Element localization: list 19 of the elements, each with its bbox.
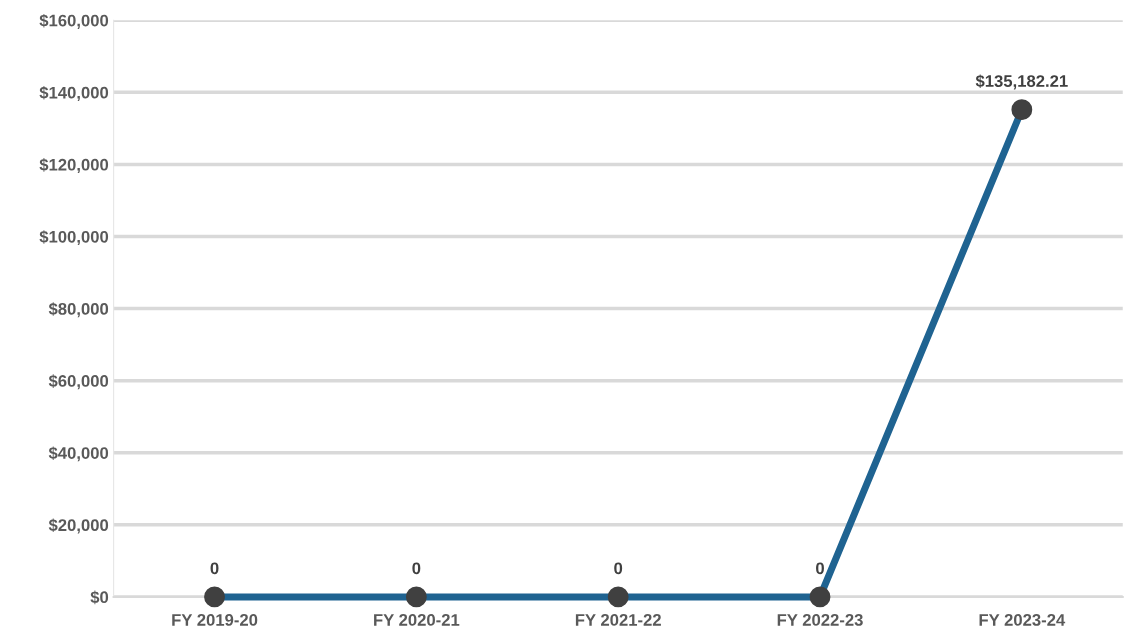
y-tick-label: $0 xyxy=(90,590,109,605)
y-tick-label: $60,000 xyxy=(48,374,109,390)
y-tick-label: $120,000 xyxy=(39,158,109,174)
y-tick-label: $20,000 xyxy=(48,518,109,534)
data-label: 0 xyxy=(816,562,824,575)
x-tick-label: FY 2020-21 xyxy=(374,614,460,626)
x-tick-label: FY 2022-23 xyxy=(777,614,863,626)
data-label: 0 xyxy=(412,562,421,575)
x-tick-label: FY 2021-22 xyxy=(575,614,661,626)
x-tick-label: FY 2019-20 xyxy=(172,614,258,626)
data-label: 0 xyxy=(614,562,623,575)
y-tick-label: $80,000 xyxy=(48,302,109,318)
y-tick-label: $100,000 xyxy=(39,230,109,246)
y-tick-label: $160,000 xyxy=(39,13,109,29)
y-tick-label: $40,000 xyxy=(48,446,109,462)
x-tick-label: FY 2023-24 xyxy=(979,614,1066,626)
data-label: $135,182.21 xyxy=(975,74,1068,90)
y-tick-label: $140,000 xyxy=(39,86,109,101)
data-label: 0 xyxy=(210,562,219,575)
